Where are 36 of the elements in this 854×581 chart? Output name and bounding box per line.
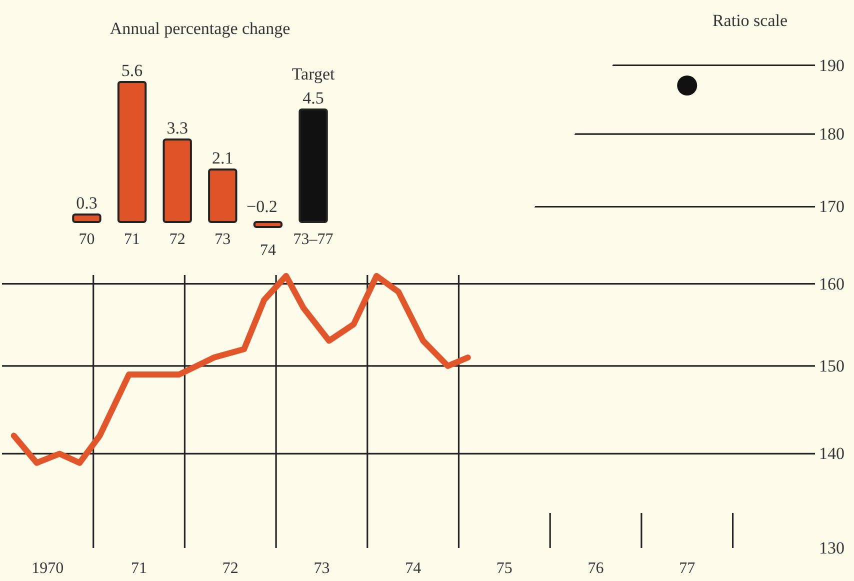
- x-tick-label: 77: [679, 560, 696, 577]
- data-label: 3.3: [166, 118, 188, 138]
- bar: [162, 138, 192, 223]
- y-tick-label: 170: [819, 197, 844, 216]
- x-tick-label: 73–77: [293, 231, 334, 248]
- x-tick-label: 74: [260, 242, 276, 259]
- x-tick-label: 71: [131, 560, 148, 577]
- x-tick-label: 74: [405, 560, 422, 577]
- x-tick-label: 1970: [32, 560, 64, 577]
- y-tick-label: 190: [819, 56, 844, 75]
- x-tick-label: 75: [496, 560, 512, 577]
- bar: [117, 81, 147, 223]
- bar: [253, 221, 283, 228]
- data-label: −0.2: [246, 197, 278, 216]
- x-tick-label: 72: [222, 560, 238, 577]
- y-tick-label: 130: [819, 538, 844, 558]
- y-tick-label: 140: [819, 444, 844, 464]
- x-tick-label: 72: [169, 231, 186, 248]
- data-label: 4.5: [302, 88, 324, 108]
- x-tick-label: 71: [124, 231, 140, 248]
- x-tick-label: 73: [314, 560, 330, 577]
- x-tick-label: 73: [214, 231, 231, 248]
- y-tick-label: 150: [819, 356, 844, 376]
- data-label: 5.6: [121, 61, 143, 80]
- x-tick-label: 76: [588, 560, 604, 577]
- y-tick-label: 160: [819, 274, 844, 294]
- data-label: 2.1: [212, 148, 234, 168]
- x-tick-label: 70: [78, 231, 95, 248]
- y-axis-title: Ratio scale: [712, 11, 788, 30]
- bar: [298, 108, 328, 223]
- bar: [72, 214, 102, 223]
- bar: [208, 168, 238, 223]
- annotation: Target: [292, 64, 335, 84]
- data-label: 0.3: [76, 194, 98, 212]
- chart-title: Annual percentage change: [110, 19, 290, 38]
- y-tick-label: 180: [819, 124, 844, 144]
